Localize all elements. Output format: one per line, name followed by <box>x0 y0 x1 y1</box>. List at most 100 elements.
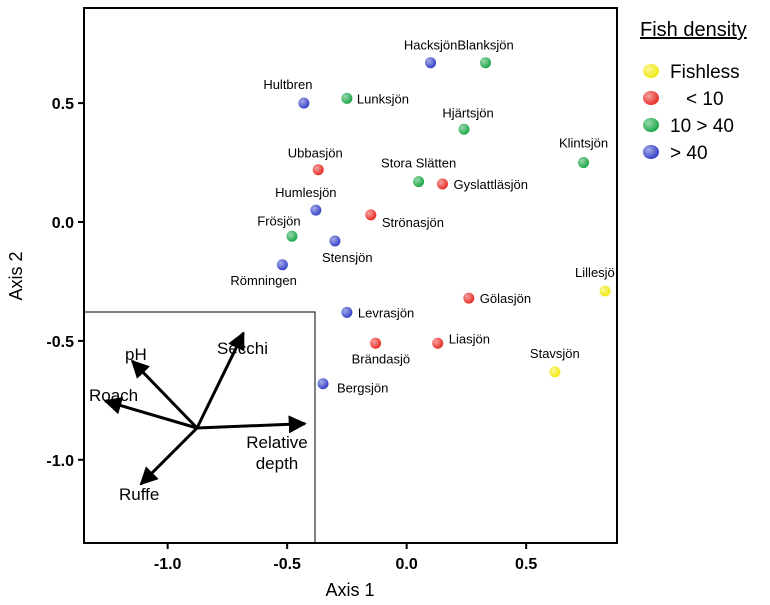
vector-arrow <box>139 426 199 486</box>
point-marker-shine <box>317 378 329 390</box>
y-tick-label: 0.0 <box>52 215 74 232</box>
vector-arrow <box>195 331 245 429</box>
point-marker-shine <box>276 259 288 271</box>
plot-frame <box>83 7 618 544</box>
point-label: Liasjön <box>449 331 490 346</box>
point-marker-shine <box>458 123 470 135</box>
point-stavsjon: Stavsjön <box>530 346 580 378</box>
legend-label: 10 > 40 <box>670 116 734 137</box>
vector-relative-depth: Relative depth <box>196 415 308 473</box>
data-points: Hacksjön Blanksjön Hultbren Lunksjön Hjärtsj… <box>230 38 614 396</box>
legend: Fish density Fishless < 10 10 > 40 > 40 <box>640 19 747 164</box>
point-marker-shine <box>329 235 341 247</box>
inset-vector-box: pH Secchi Roach Relative depth Ruffe <box>83 311 316 544</box>
legend-swatch-shine <box>643 64 659 78</box>
point-marker-shine <box>425 57 437 69</box>
point-stronasjon: Strönasjön <box>365 209 444 230</box>
vector-label: Secchi <box>217 339 268 358</box>
legend-label: > 40 <box>670 143 708 164</box>
point-marker-shine <box>365 209 377 221</box>
point-label: Bergsjön <box>337 381 388 396</box>
point-marker-shine <box>437 178 449 190</box>
point-frosjon: Frösjön <box>257 213 301 242</box>
point-label: Humlesjön <box>275 185 336 200</box>
point-label: Ubbasjön <box>288 146 343 161</box>
point-stensjon: Stensjön <box>322 235 373 265</box>
legend-entry-2: < 10 <box>643 89 724 110</box>
vector-arrow <box>196 415 307 434</box>
vector-arrow <box>103 396 198 430</box>
point-label: Stensjön <box>322 250 373 265</box>
point-gyslattlasjon: Gyslattläsjön <box>437 177 528 192</box>
vector-roach: Roach <box>89 386 198 430</box>
point-marker-shine <box>341 306 353 318</box>
point-stora-slatten: Stora Slätten <box>381 156 456 188</box>
legend-swatch-shine <box>643 118 659 132</box>
vector-secchi: Secchi <box>195 331 268 429</box>
point-label: Lunksjön <box>357 91 409 106</box>
y-axis-title: Axis 2 <box>6 251 26 300</box>
point-hacksjon: Hacksjön <box>404 38 457 69</box>
point-label: Stavsjön <box>530 346 580 361</box>
point-label: Brändasjö <box>352 351 411 366</box>
point-label: Römningen <box>230 273 297 288</box>
point-label: Stora Slätten <box>381 156 456 171</box>
vector-arrow <box>130 359 199 430</box>
vector-label: Relative <box>246 433 307 452</box>
point-hjartsjon: Hjärtsjön <box>442 105 494 135</box>
point-marker-shine <box>549 366 561 378</box>
point-marker-shine <box>480 57 492 69</box>
legend-swatch-shine <box>643 91 659 105</box>
point-label: Lillesjö <box>575 265 615 280</box>
point-label: Frösjön <box>257 213 300 228</box>
vector-label: Roach <box>89 386 138 405</box>
point-marker-shine <box>341 92 353 104</box>
point-levrasjon: Levrasjön <box>341 305 414 320</box>
point-hultbren: Hultbren <box>263 77 312 109</box>
x-axis-ticks: -1.0 -0.5 0.0 0.5 <box>154 543 537 573</box>
y-tick-label: 0.5 <box>52 96 74 113</box>
point-marker-shine <box>578 157 590 169</box>
vector-ph: pH <box>125 345 199 430</box>
point-label: Levrasjön <box>358 305 414 320</box>
point-romningen: Römningen <box>230 259 297 288</box>
point-label: Gyslattläsjön <box>454 177 528 192</box>
vector-label: pH <box>125 345 147 364</box>
legend-label: Fishless <box>670 62 740 83</box>
point-marker-shine <box>432 337 444 349</box>
y-tick-label: -0.5 <box>46 334 74 351</box>
point-golasjon: Gölasjön <box>463 291 531 306</box>
point-label: Strönasjön <box>382 215 444 230</box>
x-tick-label: -1.0 <box>154 556 182 573</box>
x-tick-label: 0.5 <box>515 556 537 573</box>
legend-title: Fish density <box>640 19 747 41</box>
point-bergsjon: Bergsjön <box>317 378 388 396</box>
inset-frame <box>83 311 316 544</box>
x-tick-label: -0.5 <box>273 556 301 573</box>
y-tick-label: -1.0 <box>46 453 74 470</box>
point-label: Gölasjön <box>480 291 531 306</box>
point-marker-shine <box>463 292 475 304</box>
point-lillesjo: Lillesjö <box>575 265 615 297</box>
y-axis-ticks: 0.5 0.0 -0.5 -1.0 <box>46 96 84 470</box>
point-label: Klintsjön <box>559 136 608 151</box>
point-marker-shine <box>310 204 322 216</box>
point-marker-shine <box>599 285 611 297</box>
point-label: Hultbren <box>263 77 312 92</box>
vector-ruffe: Ruffe <box>119 426 199 504</box>
legend-label: < 10 <box>686 89 724 110</box>
point-blanksjon: Blanksjön <box>457 38 514 69</box>
point-klintsjon: Klintsjön <box>559 136 608 169</box>
x-tick-label: 0.0 <box>396 556 418 573</box>
point-brandasjo: Brändasjö <box>352 337 411 366</box>
legend-entry-4: > 40 <box>643 143 708 164</box>
x-axis-title: Axis 1 <box>325 580 374 600</box>
point-label: Blanksjön <box>457 38 513 53</box>
point-marker-shine <box>413 176 425 188</box>
legend-swatch-shine <box>643 145 659 159</box>
point-marker-shine <box>286 230 298 242</box>
point-marker-shine <box>370 337 382 349</box>
point-label: Hacksjön <box>404 38 457 53</box>
legend-entry-1: Fishless <box>643 62 740 83</box>
